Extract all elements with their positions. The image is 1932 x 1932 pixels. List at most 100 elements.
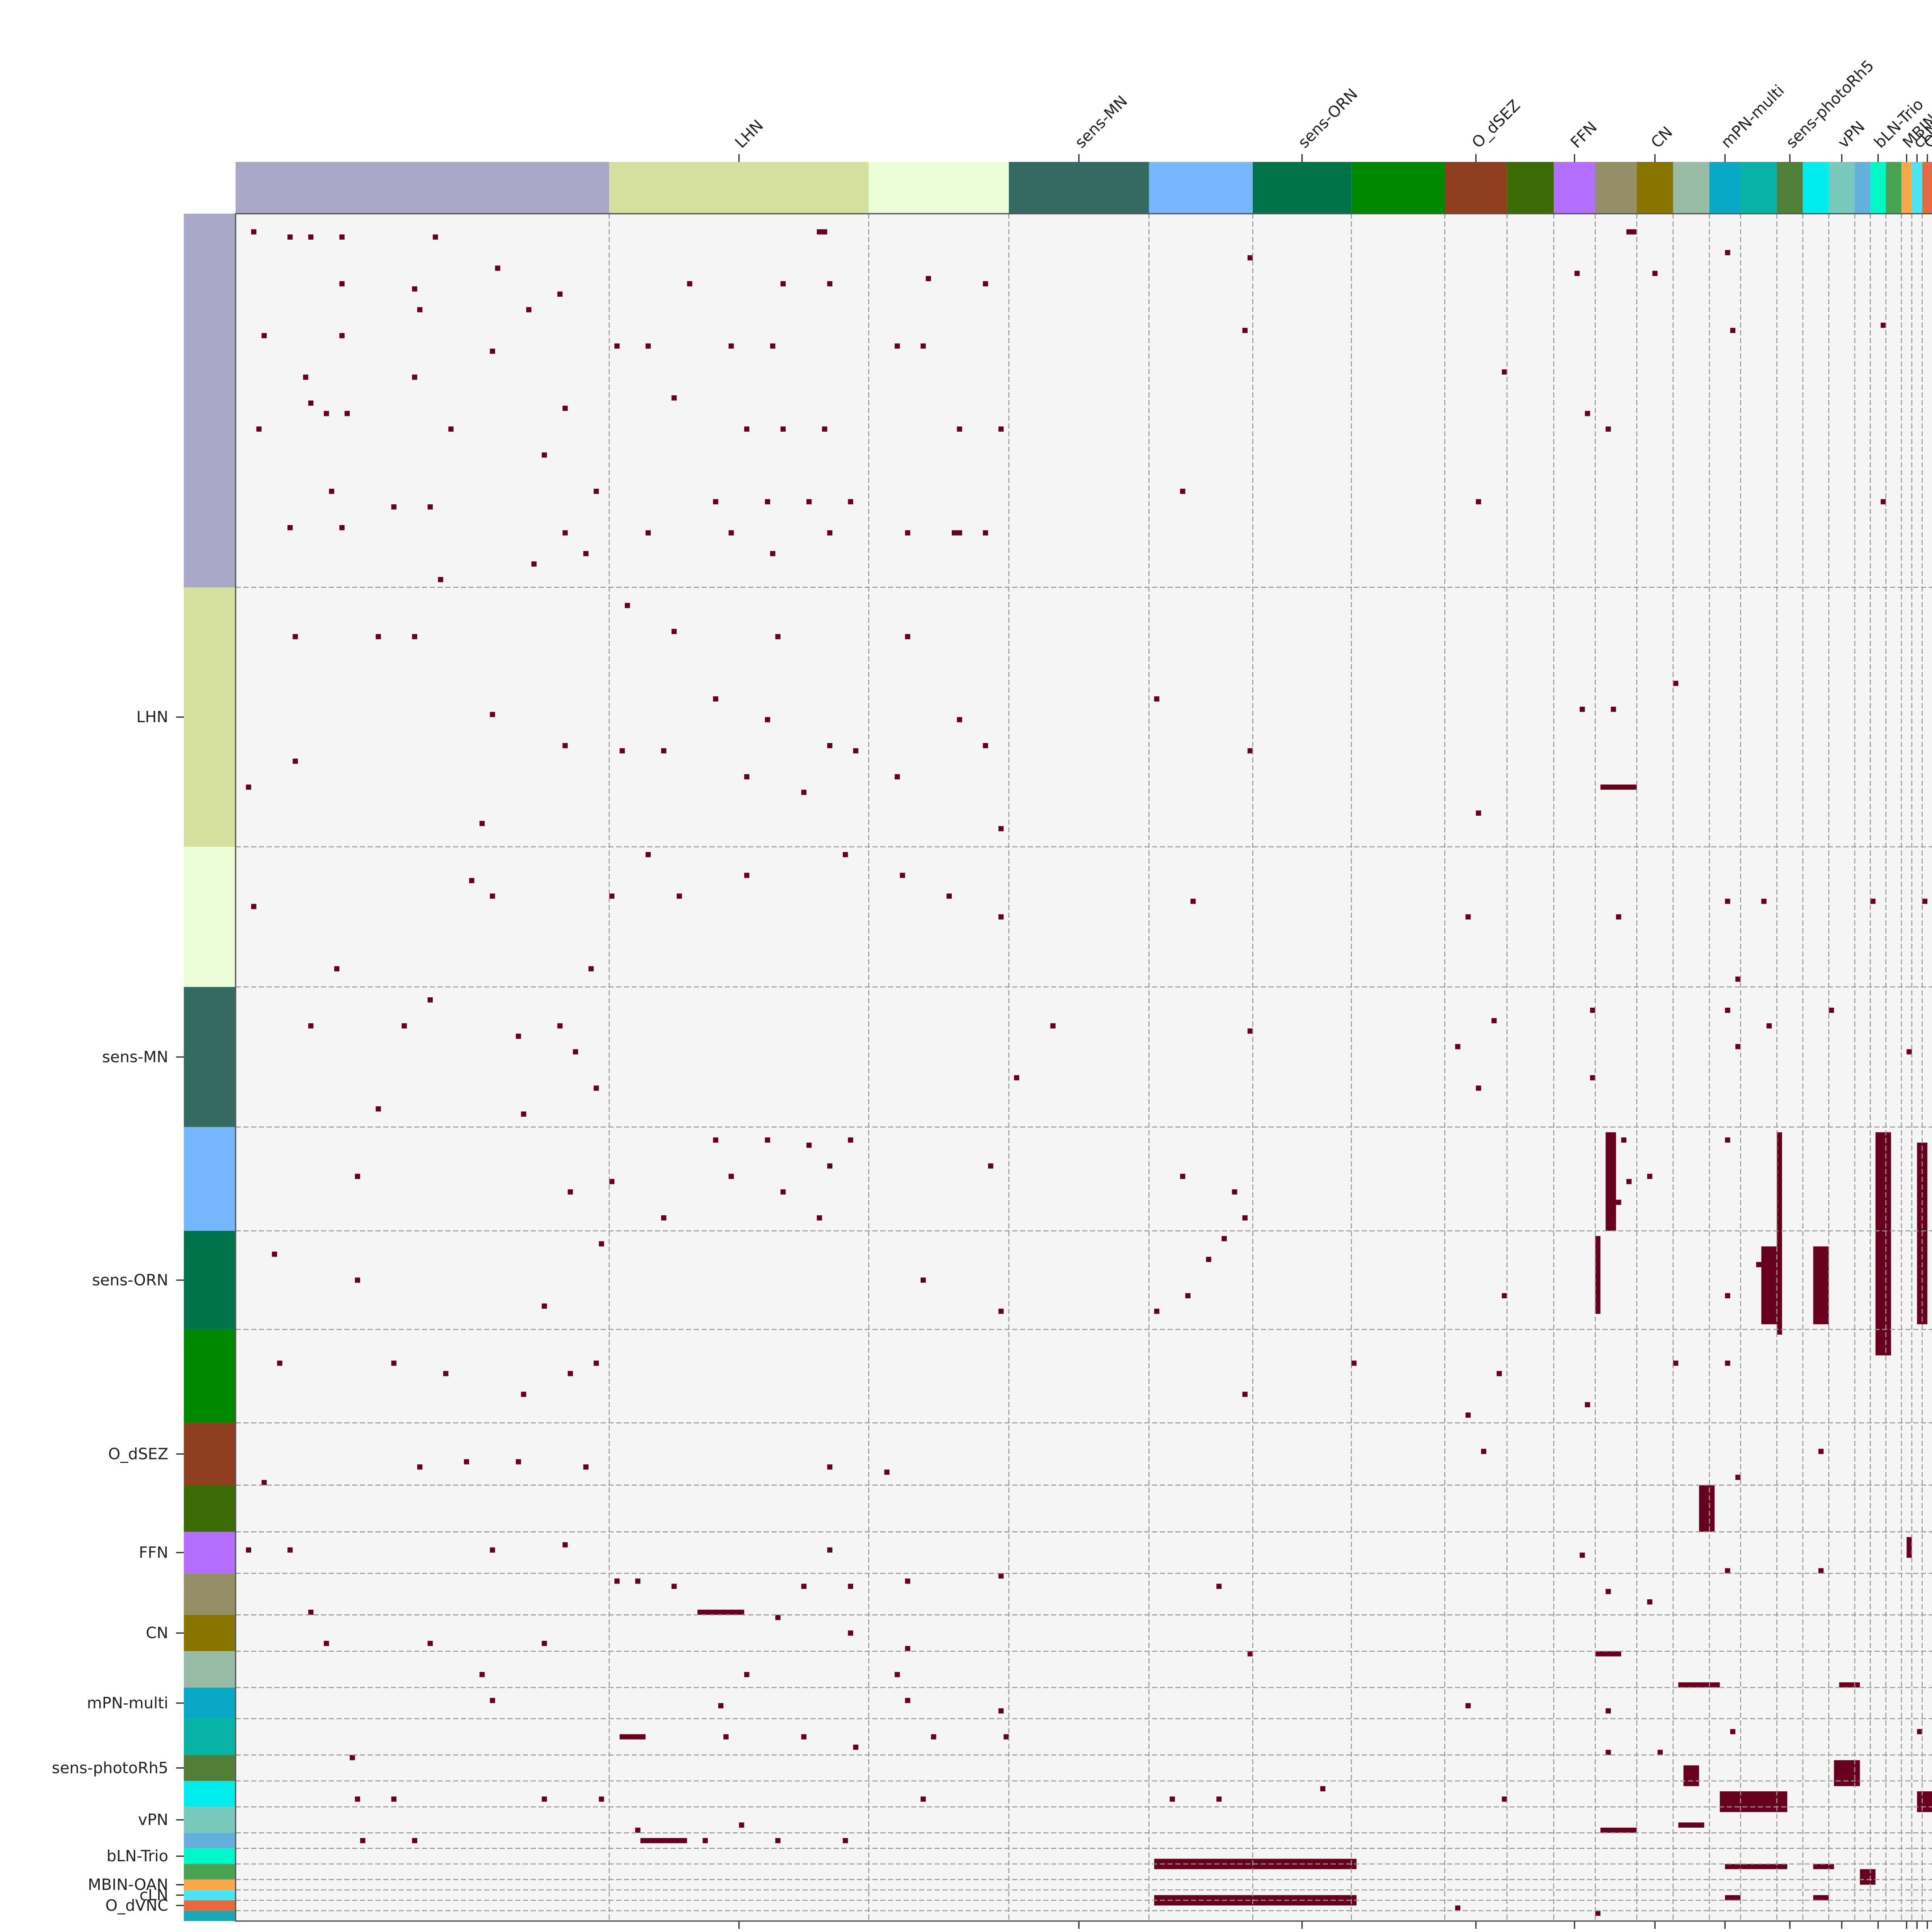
edge-cell (687, 281, 692, 287)
edge-cell (905, 1646, 910, 1651)
edge-cell (744, 872, 750, 878)
edge-block (1813, 1246, 1829, 1325)
edge-cell (718, 1703, 724, 1709)
edge-cell (1491, 1018, 1497, 1024)
edge-block (1683, 1765, 1699, 1786)
top-color-bar (1886, 162, 1901, 214)
edge-cell (1216, 1583, 1222, 1589)
edge-cell (988, 1163, 993, 1169)
edge-cell (391, 1796, 397, 1802)
top-color-bar (1870, 162, 1886, 214)
edge-cell (983, 281, 988, 287)
edge-cell (905, 634, 910, 639)
edge-cell (728, 530, 734, 536)
edge-cell (588, 966, 594, 971)
edge-cell (324, 411, 329, 416)
top-color-bar (1777, 162, 1803, 214)
edge-cell (479, 821, 485, 826)
edge-block (1600, 1827, 1637, 1833)
edge-cell (287, 234, 293, 240)
edge-cell (1647, 1599, 1653, 1605)
edge-cell (827, 281, 833, 287)
edge-cell (952, 530, 957, 536)
edge-cell (801, 1583, 807, 1589)
edge-cell (713, 1137, 718, 1143)
edge-cell (998, 914, 1004, 920)
left-label: LHN (136, 708, 168, 726)
edge-cell (1465, 914, 1471, 920)
edge-cell (272, 1252, 277, 1257)
edge-block (1605, 1132, 1616, 1231)
edge-cell (1170, 1796, 1175, 1802)
edge-cell (308, 234, 314, 240)
left-color-bar (184, 1833, 236, 1849)
edge-cell (671, 395, 677, 401)
edge-cell (1014, 1075, 1019, 1080)
edge-block (697, 1609, 744, 1615)
edge-block (1813, 1864, 1834, 1869)
edge-cell (1247, 255, 1253, 260)
edge-cell (308, 1609, 314, 1615)
left-label: MBIN-OAN (88, 1876, 168, 1894)
edge-cell (515, 1034, 521, 1039)
edge-cell (1922, 898, 1928, 904)
left-color-bar (184, 1615, 236, 1651)
edge-cell (562, 1542, 568, 1548)
top-color-bar (1828, 162, 1855, 214)
edge-block (1725, 1895, 1741, 1900)
edge-cell (376, 634, 381, 639)
edge-cell (1626, 229, 1632, 235)
edge-cell (542, 1641, 547, 1646)
top-color-bar (1554, 162, 1595, 214)
edge-cell (412, 374, 417, 380)
edge-cell (775, 1838, 781, 1844)
edge-cell (1605, 1589, 1611, 1594)
edge-cell (391, 504, 397, 510)
edge-cell (816, 1215, 822, 1221)
top-label: sens-MN (1071, 92, 1131, 152)
edge-cell (490, 893, 495, 899)
edge-cell (1154, 1308, 1160, 1314)
edge-cell (355, 1173, 361, 1179)
edge-cell (521, 1391, 526, 1397)
left-color-bar (184, 1718, 236, 1755)
left-color-bar (184, 847, 236, 987)
edge-cell (573, 1049, 578, 1054)
left-label: FFN (139, 1544, 168, 1562)
edge-cell (728, 1173, 734, 1179)
edge-block (640, 1838, 687, 1844)
matrix-frame (235, 213, 1932, 1922)
edge-cell (479, 1672, 485, 1677)
left-color-bar (184, 1910, 236, 1921)
edge-cell (427, 997, 433, 1003)
edge-cell (775, 1615, 781, 1620)
edge-cell (920, 343, 926, 349)
edge-cell (848, 499, 853, 505)
top-color-bar (1253, 162, 1352, 214)
top-color-bar (1803, 162, 1829, 214)
edge-cell (464, 1459, 469, 1464)
edge-cell (609, 1179, 615, 1184)
edge-cell (1730, 328, 1736, 333)
edge-cell (920, 1277, 926, 1283)
edge-cell (293, 634, 298, 639)
edge-cell (1725, 250, 1730, 255)
edge-cell (1585, 411, 1590, 416)
edge-cell (562, 743, 568, 748)
left-color-bar (184, 1423, 236, 1485)
edge-cell (1481, 1449, 1486, 1454)
edge-cell (713, 696, 718, 702)
edge-cell (843, 1838, 848, 1844)
edge-cell (1497, 1371, 1502, 1376)
edge-block (1777, 1132, 1782, 1335)
edge-cell (1917, 1729, 1922, 1735)
edge-cell (1652, 270, 1658, 276)
left-label: O_dSEZ (108, 1445, 168, 1463)
edge-cell (905, 1698, 910, 1703)
left-label: O_dVNC (105, 1897, 168, 1915)
edge-cell (1476, 810, 1481, 816)
edge-cell (350, 1755, 355, 1760)
edge-block (1719, 1791, 1787, 1812)
edge-cell (1221, 1236, 1227, 1242)
edge-cell (599, 1241, 604, 1247)
